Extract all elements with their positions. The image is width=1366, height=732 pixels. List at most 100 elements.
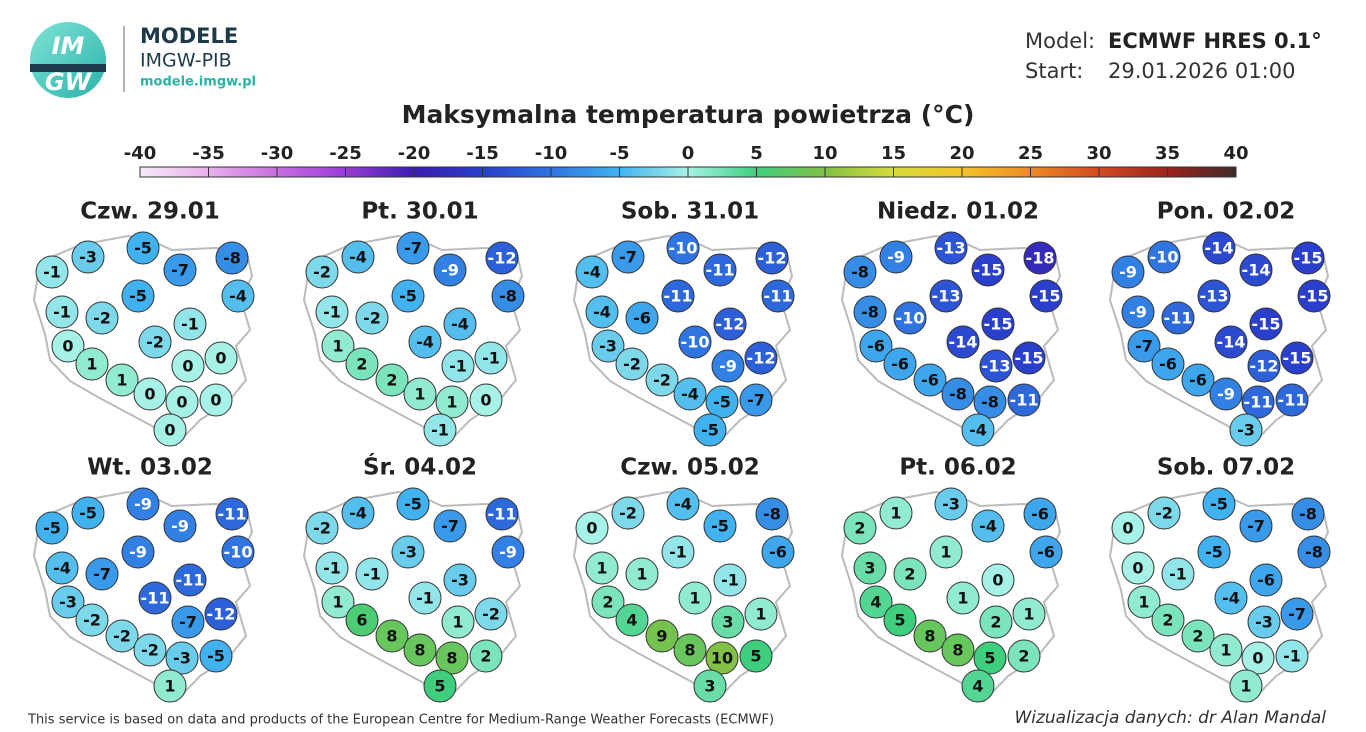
temperature-value: 5 xyxy=(984,649,995,668)
temperature-marker xyxy=(1297,535,1331,569)
temperature-value: 0 xyxy=(480,391,491,410)
temperature-value: -7 xyxy=(1247,517,1265,536)
org: IMGW-PIB xyxy=(140,50,232,72)
colorbar-tick-label: -35 xyxy=(192,143,225,164)
temperature-marker xyxy=(375,619,409,653)
temperature-value: -7 xyxy=(1135,337,1153,356)
temperature-marker xyxy=(625,301,659,335)
temperature-marker xyxy=(204,597,238,631)
temperature-value: 8 xyxy=(446,649,457,668)
temperature-marker xyxy=(929,279,963,313)
temperature-value: 1 xyxy=(957,589,968,608)
temperature-marker xyxy=(961,413,995,447)
temperature-marker xyxy=(971,509,1005,543)
temperature-marker xyxy=(1121,551,1155,585)
temperature-value: -12 xyxy=(1250,357,1279,376)
temperature-marker xyxy=(615,603,649,637)
temperature-marker xyxy=(575,511,609,545)
temperature-value: -14 xyxy=(1217,333,1246,352)
temperature-value: -5 xyxy=(404,495,422,514)
temperature-marker xyxy=(221,535,255,569)
temperature-marker xyxy=(585,295,619,329)
temperature-marker xyxy=(1197,535,1231,569)
temperature-marker xyxy=(1127,329,1161,363)
temperature-marker xyxy=(879,240,913,274)
temperature-value: -1 xyxy=(323,559,341,578)
colorbar-tick-label: 35 xyxy=(1155,143,1180,164)
temperature-value: 2 xyxy=(480,647,491,666)
temperature-marker xyxy=(591,585,625,619)
temperature-marker xyxy=(85,301,119,335)
temperature-value: -15 xyxy=(1252,315,1281,334)
temperature-marker xyxy=(163,253,197,287)
temperature-value: -1 xyxy=(449,357,467,376)
temperature-marker xyxy=(474,341,508,375)
temperature-value: -9 xyxy=(171,517,189,536)
temperature-marker xyxy=(1029,535,1063,569)
temperature-value: 1 xyxy=(755,605,766,624)
temperature-marker xyxy=(678,325,712,359)
temperature-value: -11 xyxy=(176,571,205,590)
temperature-value: -8 xyxy=(1305,543,1323,562)
temperature-marker xyxy=(173,563,207,597)
temperature-marker xyxy=(1241,641,1275,675)
temperature-marker xyxy=(199,383,233,417)
temperature-value: -3 xyxy=(1237,421,1255,440)
temperature-marker xyxy=(403,633,437,667)
temperature-value: -1 xyxy=(181,315,199,334)
temperature-marker xyxy=(105,619,139,653)
colorbar-tick-label: 10 xyxy=(812,143,837,164)
temperature-value: -6 xyxy=(1037,543,1055,562)
temperature-marker xyxy=(1297,279,1331,313)
temperature-marker xyxy=(946,325,980,359)
temperature-marker xyxy=(575,255,609,289)
temperature-value: -13 xyxy=(937,239,966,258)
temperature-marker xyxy=(761,279,795,313)
temperature-marker xyxy=(71,496,105,530)
temperature-marker xyxy=(1023,497,1057,531)
temperature-marker xyxy=(1247,605,1281,639)
temperature-value: 1 xyxy=(452,613,463,632)
temperature-value: -8 xyxy=(763,505,781,524)
temperature-marker xyxy=(435,641,469,675)
temperature-marker xyxy=(221,279,255,313)
temperature-marker xyxy=(744,341,778,375)
temperature-marker xyxy=(1161,301,1195,335)
temperature-marker xyxy=(491,279,525,313)
temperature-value: -14 xyxy=(949,333,978,352)
temperature-marker xyxy=(711,605,745,639)
temperature-marker xyxy=(485,497,519,531)
temperature-value: 1 xyxy=(446,393,457,412)
temperature-marker xyxy=(946,581,980,615)
temperature-marker xyxy=(396,487,430,521)
temperature-value: 0 xyxy=(210,391,221,410)
temperature-marker xyxy=(1247,349,1281,383)
temperature-marker xyxy=(51,585,85,619)
temperature-marker xyxy=(591,329,625,363)
temperature-value: -4 xyxy=(229,287,247,306)
colorbar-tick-label: -20 xyxy=(398,143,431,164)
temperature-marker xyxy=(739,639,773,673)
temperature-value: -11 xyxy=(1244,393,1273,412)
temperature-marker xyxy=(843,255,877,289)
temperature-marker xyxy=(941,633,975,667)
temperature-value: -5 xyxy=(1205,543,1223,562)
temperature-marker xyxy=(165,641,199,675)
temperature-marker xyxy=(661,279,695,313)
temperature-marker xyxy=(126,231,160,265)
temperature-marker xyxy=(315,295,349,329)
day-map: Sob. 31.01 -7 -10 -12 -4 -11 -11 -11 -4 -6 -12 -3 -1… xyxy=(573,199,795,447)
temperature-marker xyxy=(1202,231,1236,265)
temperature-value: -9 xyxy=(129,543,147,562)
temperature-marker xyxy=(75,347,109,381)
temperature-value: 1 xyxy=(940,543,951,562)
temperature-marker xyxy=(1151,603,1185,637)
temperature-marker xyxy=(645,363,679,397)
temperature-marker xyxy=(744,597,778,631)
temperature-marker xyxy=(1239,509,1273,543)
temperature-value: -1 xyxy=(431,421,449,440)
temperature-marker xyxy=(165,385,199,419)
colorbar-tick-label: 15 xyxy=(881,143,906,164)
temperature-marker xyxy=(315,551,349,585)
temperature-marker xyxy=(1012,341,1046,375)
